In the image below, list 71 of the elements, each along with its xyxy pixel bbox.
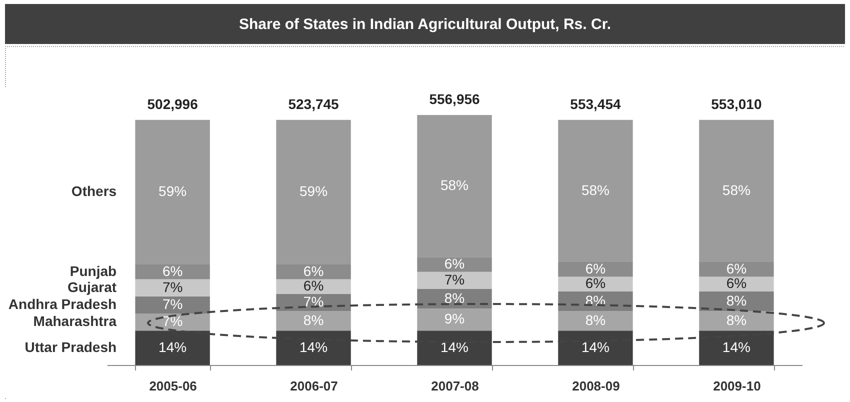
data-label: 14% [440, 338, 469, 355]
series-label: Gujarat [68, 278, 117, 295]
bar [135, 264, 210, 280]
x-tick-label: 2007-08 [431, 378, 479, 394]
data-label: 6% [303, 278, 324, 294]
data-label: 59% [158, 183, 187, 200]
bar [417, 257, 492, 272]
bar [558, 120, 633, 262]
bar [699, 262, 774, 277]
data-label: 6% [726, 275, 747, 292]
annotation: 553,454 [570, 96, 621, 112]
annotation: 523,745 [288, 96, 340, 112]
data-label: 6% [162, 262, 183, 279]
series-label: Punjab [70, 262, 117, 279]
data-label: 58% [581, 182, 610, 198]
data-label: 7% [162, 313, 183, 330]
x-tick-label: 2008-09 [572, 378, 620, 394]
annotation: 502,996 [147, 96, 198, 112]
data-label: 8% [444, 290, 465, 306]
annotation: 556,956 [429, 91, 480, 107]
bar [276, 311, 351, 331]
bar [699, 330, 774, 365]
bar [135, 330, 210, 365]
bar [699, 276, 774, 292]
data-label: 59% [300, 183, 328, 200]
annotation: 553,010 [711, 96, 762, 112]
data-label: 6% [726, 260, 747, 276]
bar [417, 330, 492, 365]
x-tick-label: 2005-06 [149, 378, 197, 394]
data-label: 6% [303, 262, 324, 279]
series-label: Others [71, 183, 117, 200]
data-label: 14% [158, 338, 187, 355]
data-label: 8% [726, 292, 747, 308]
data-label: 6% [444, 256, 465, 272]
bar [135, 279, 210, 296]
bar [417, 308, 492, 331]
bar [276, 264, 351, 280]
bar [558, 262, 633, 277]
data-label: 14% [581, 338, 610, 355]
data-label: 9% [444, 310, 465, 327]
data-label: 58% [440, 177, 469, 194]
data-label: 7% [444, 271, 465, 288]
x-tick-label: 2009-10 [713, 378, 761, 394]
series-label: Andhra Pradesh [8, 296, 117, 312]
bar [558, 330, 633, 365]
data-label: 6% [585, 260, 606, 276]
data-label: 14% [300, 338, 328, 355]
data-label: 7% [162, 278, 183, 295]
bar [276, 330, 351, 365]
data-label: 7% [303, 294, 324, 310]
bar [135, 120, 210, 265]
series-label: Uttar Pradesh [24, 338, 117, 355]
bar [417, 272, 492, 290]
chart-title: Share of States in Indian Agricultural Output, Rs. Cr. [5, 4, 845, 44]
data-label: 7% [162, 296, 183, 312]
data-label: 14% [722, 338, 750, 355]
bar [135, 296, 210, 314]
data-label: 58% [722, 182, 750, 198]
bar [276, 120, 351, 265]
bar [558, 311, 633, 331]
data-label: 8% [585, 312, 606, 328]
bar [699, 311, 774, 331]
data-label: 6% [585, 275, 606, 292]
bar [417, 115, 492, 258]
data-label: 8% [726, 312, 747, 328]
bar [699, 120, 774, 262]
x-tick-label: 2006-07 [290, 378, 338, 394]
data-label: 8% [303, 312, 324, 328]
bar [558, 276, 633, 292]
series-label: Maharashtra [33, 313, 117, 330]
bar [276, 279, 351, 294]
